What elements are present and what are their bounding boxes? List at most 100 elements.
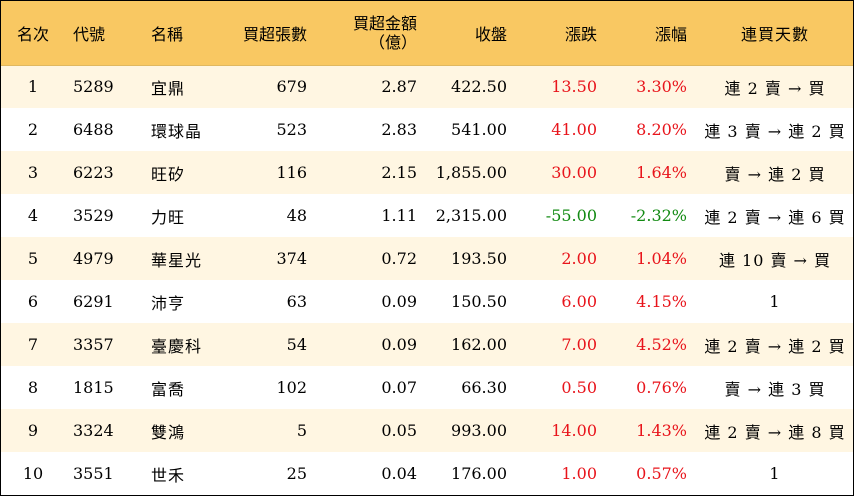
cell-change-pct: 1.43% <box>636 421 687 440</box>
cell-amount: 2.15 <box>381 163 417 182</box>
cell-amount: 1.11 <box>381 206 417 225</box>
cell-name: 環球晶 <box>151 121 203 141</box>
cell-streak: 連 2 賣 → 買 <box>724 78 826 98</box>
cell-rank: 7 <box>27 335 39 354</box>
header-close: 收盤 <box>427 1 517 66</box>
cell-streak: 連 2 賣 → 連 2 買 <box>704 336 846 356</box>
cell-amount: 0.72 <box>381 249 417 268</box>
cell-close: 2,315.00 <box>435 206 507 225</box>
cell-lots: 63 <box>286 292 307 311</box>
cell-streak: 賣 → 連 2 買 <box>724 164 826 184</box>
cell-change: 0.50 <box>561 378 597 397</box>
cell-change: 30.00 <box>551 163 597 182</box>
cell-change: 13.50 <box>551 77 597 97</box>
cell-change-pct: 0.76% <box>636 378 687 397</box>
cell-name: 世禾 <box>151 465 186 485</box>
cell-name: 臺慶科 <box>151 336 203 356</box>
cell-name: 雙鴻 <box>151 422 186 442</box>
header-change: 漲跌 <box>517 1 607 66</box>
cell-rank: 10 <box>22 464 44 483</box>
cell-name: 華星光 <box>151 250 203 270</box>
cell-rank: 2 <box>27 120 39 139</box>
header-name: 名稱 <box>137 1 215 66</box>
cell-change: 14.00 <box>551 421 597 440</box>
cell-code: 6223 <box>73 163 114 182</box>
cell-code: 4979 <box>73 249 114 268</box>
cell-rank: 9 <box>27 421 39 440</box>
cell-close: 150.50 <box>451 292 507 311</box>
cell-change: 7.00 <box>561 335 597 354</box>
cell-lots: 102 <box>276 378 307 397</box>
cell-streak: 連 10 賣 → 買 <box>718 250 832 270</box>
cell-code: 3357 <box>73 335 114 354</box>
cell-change: 1.00 <box>561 464 597 483</box>
cell-change-pct: 8.20% <box>636 120 687 139</box>
cell-change-pct: 4.52% <box>636 335 687 354</box>
cell-close: 176.00 <box>451 464 507 483</box>
header-streak: 連買天數 <box>697 1 853 66</box>
header-rank: 名次 <box>1 1 65 66</box>
cell-change: 6.00 <box>561 292 597 311</box>
cell-lots: 5 <box>296 421 307 440</box>
cell-streak: 1 <box>769 292 781 311</box>
table-row: 8 1815 富喬 102 0.07 66.30 0.50 0.76% 賣 → … <box>1 366 853 409</box>
table-row: 4 3529 力旺 48 1.11 2,315.00 -55.00 -2.32%… <box>1 194 853 237</box>
cell-streak: 1 <box>769 464 781 483</box>
cell-close: 162.00 <box>451 335 507 354</box>
cell-change: 2.00 <box>561 249 597 268</box>
cell-rank: 5 <box>27 249 39 268</box>
table-row: 2 6488 環球晶 523 2.83 541.00 41.00 8.20% 連… <box>1 108 853 151</box>
cell-code: 6291 <box>73 292 114 311</box>
cell-streak: 連 2 賣 → 連 6 買 <box>704 207 846 227</box>
header-row: 名次 代號 名稱 買超張數 買超金額 （億） 收盤 漲跌 漲幅 連買天數 <box>1 1 853 66</box>
cell-name: 旺矽 <box>151 164 186 184</box>
cell-name: 沛亨 <box>151 293 186 313</box>
cell-close: 1,855.00 <box>435 163 507 182</box>
header-code: 代號 <box>65 1 137 66</box>
cell-change-pct: 1.64% <box>636 163 687 182</box>
cell-name: 力旺 <box>151 207 186 227</box>
cell-amount: 0.07 <box>381 378 417 397</box>
cell-close: 993.00 <box>451 421 507 440</box>
cell-amount: 2.83 <box>381 120 417 139</box>
table-row: 10 3551 世禾 25 0.04 176.00 1.00 0.57% 1 <box>1 452 853 495</box>
header-net-buy-lots: 買超張數 <box>215 1 317 66</box>
cell-lots: 48 <box>286 206 307 225</box>
cell-code: 3551 <box>73 464 114 483</box>
cell-change-pct: 4.15% <box>636 292 687 311</box>
cell-close: 541.00 <box>451 120 507 139</box>
table-row: 6 6291 沛亨 63 0.09 150.50 6.00 4.15% 1 <box>1 280 853 323</box>
table-row: 5 4979 華星光 374 0.72 193.50 2.00 1.04% 連 … <box>1 237 853 280</box>
cell-lots: 523 <box>276 120 307 139</box>
table-row: 3 6223 旺矽 116 2.15 1,855.00 30.00 1.64% … <box>1 151 853 194</box>
cell-lots: 374 <box>276 249 307 268</box>
cell-amount: 0.05 <box>381 421 417 440</box>
header-change-pct: 漲幅 <box>607 1 697 66</box>
table-row: 9 3324 雙鴻 5 0.05 993.00 14.00 1.43% 連 2 … <box>1 409 853 452</box>
cell-code: 6488 <box>73 120 114 139</box>
cell-change: -55.00 <box>545 206 597 225</box>
cell-streak: 連 2 賣 → 連 8 買 <box>704 422 846 442</box>
cell-amount: 0.09 <box>381 292 417 311</box>
table-row: 1 5289 宜鼎 679 2.87 422.50 13.50 3.30% 連 … <box>1 65 853 108</box>
cell-code: 3529 <box>73 206 114 225</box>
cell-rank: 3 <box>27 163 39 182</box>
cell-lots: 54 <box>286 335 307 354</box>
cell-close: 422.50 <box>451 77 507 97</box>
cell-close: 193.50 <box>451 249 507 268</box>
cell-name: 宜鼎 <box>151 78 186 98</box>
cell-change-pct: 3.30% <box>636 77 687 97</box>
cell-code: 5289 <box>73 77 114 97</box>
cell-change: 41.00 <box>551 120 597 139</box>
cell-change-pct: 0.57% <box>636 464 687 483</box>
cell-lots: 679 <box>276 77 307 97</box>
header-net-buy-amount: 買超金額 （億） <box>317 1 427 66</box>
cell-rank: 8 <box>27 378 39 397</box>
cell-streak: 連 3 賣 → 連 2 買 <box>704 121 846 141</box>
cell-code: 1815 <box>73 378 114 397</box>
header-net-buy-amount-line1: 買超金額 <box>352 13 417 33</box>
cell-streak: 賣 → 連 3 買 <box>724 379 826 399</box>
cell-amount: 0.09 <box>381 335 417 354</box>
